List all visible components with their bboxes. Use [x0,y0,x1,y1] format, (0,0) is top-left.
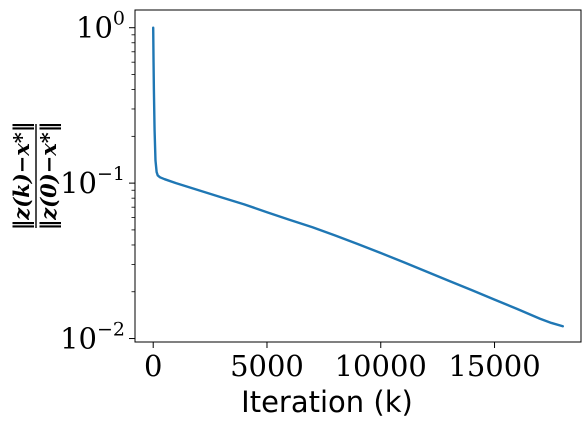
y-axis-label-denominator: ‖z(0)−x*‖ [36,122,61,231]
y-tick-label: 10−1 [60,163,125,200]
y-axis-label-numerator: ‖z(k)−x*‖ [9,122,34,230]
x-tick-label: 10000 [335,349,427,383]
y-axis-label: ‖z(k)−x*‖ ‖z(0)−x*‖ [9,122,61,231]
plot-frame [134,9,582,343]
x-tick-label: 5000 [230,349,304,383]
series-line-0 [152,26,564,328]
x-tick-label: 0 [144,349,162,383]
x-axis-label: Iteration (k) [241,385,413,419]
x-tick-label: 15000 [448,349,540,383]
y-tick-label: 10−2 [60,319,125,356]
y-tick-label: 100 [76,8,125,45]
series-layer [152,26,564,328]
axis-ticks: 0 5000 10000 15000 10−2 10−1 100 [60,8,541,383]
